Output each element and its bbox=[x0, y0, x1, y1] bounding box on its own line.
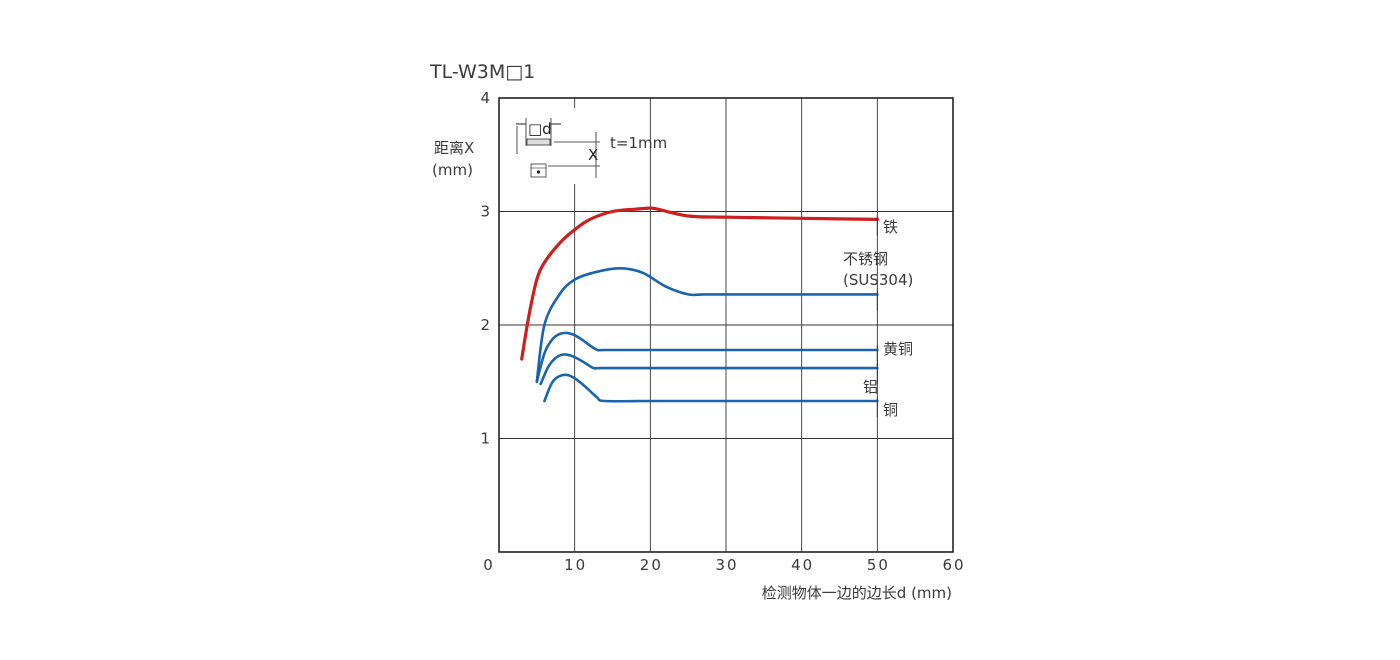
series-line-copper bbox=[543, 373, 879, 403]
target-plate bbox=[526, 138, 551, 146]
series-label-iron: 铁 bbox=[883, 218, 898, 236]
plot-frame bbox=[498, 97, 954, 553]
y-tick-1: 1 bbox=[480, 430, 490, 448]
sensor-center-dot bbox=[536, 170, 541, 174]
series-line-stainless-steel bbox=[535, 266, 879, 384]
series-line-iron bbox=[520, 206, 879, 361]
axis-ticks: 0 10 20 30 40 50 60 1 2 3 4 bbox=[480, 89, 965, 574]
series-label-copper: 铜 bbox=[883, 401, 898, 419]
series-line-aluminum bbox=[539, 353, 879, 386]
inset-d-label: □d bbox=[528, 120, 552, 138]
detection-inset-diagram: □d X bbox=[510, 108, 600, 184]
y-axis-label: 距离X bbox=[434, 139, 474, 157]
grid bbox=[499, 98, 953, 552]
y-tick-4: 4 bbox=[480, 89, 490, 107]
x-tick-60: 60 bbox=[942, 556, 965, 574]
inset-x-label: X bbox=[588, 146, 598, 164]
series-label-brass: 黄铜 bbox=[883, 340, 913, 358]
y-tick-2: 2 bbox=[480, 316, 490, 334]
x-tick-0: 0 bbox=[483, 556, 495, 574]
series-line-brass bbox=[535, 331, 879, 384]
series-label-stainless: 不锈钢 bbox=[843, 250, 888, 268]
series-lines bbox=[520, 206, 879, 418]
x-tick-10: 10 bbox=[564, 556, 587, 574]
y-axis-unit: (mm) bbox=[432, 161, 473, 179]
y-tick-3: 3 bbox=[480, 203, 490, 221]
x-tick-40: 40 bbox=[791, 556, 814, 574]
thickness-annotation: t=1mm bbox=[610, 134, 667, 152]
x-tick-30: 30 bbox=[715, 556, 738, 574]
inset-background bbox=[510, 108, 600, 184]
series-label-stainless-code: (SUS304) bbox=[843, 271, 913, 289]
x-tick-50: 50 bbox=[867, 556, 890, 574]
x-tick-20: 20 bbox=[640, 556, 663, 574]
series-label-aluminum: 铝 bbox=[863, 378, 878, 396]
x-axis-label: 检测物体一边的边长d (mm) bbox=[762, 584, 952, 602]
chart-title: TL-W3M□1 bbox=[429, 61, 535, 83]
